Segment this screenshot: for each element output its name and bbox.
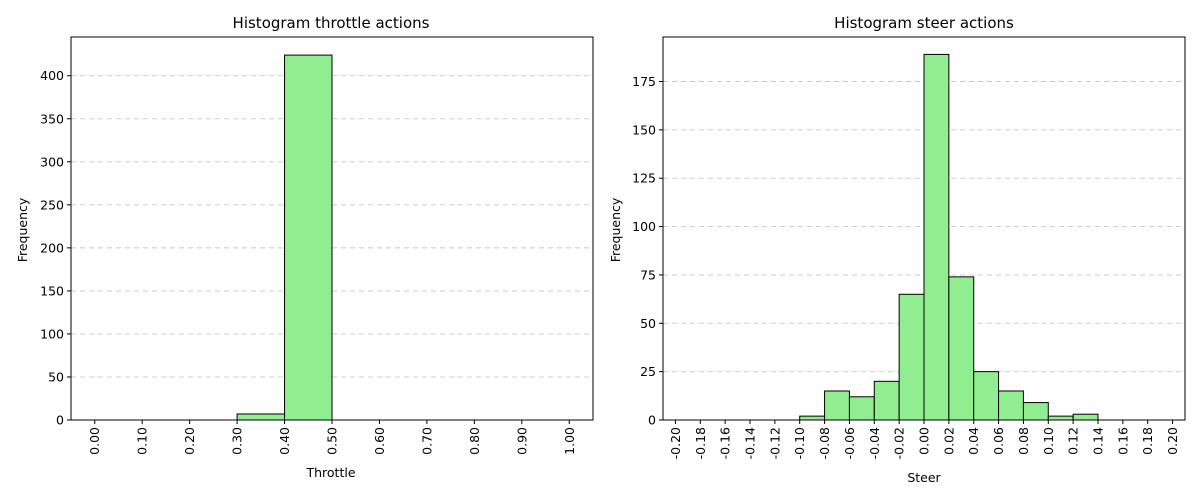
- throttle-y-tick-label: 300: [40, 154, 64, 169]
- throttle-y-tick-label: 400: [40, 68, 64, 83]
- steer-histogram-bar: [848, 396, 875, 421]
- steer-histogram-bar: [923, 53, 950, 421]
- throttle-x-tick-label: 0.90: [514, 427, 529, 455]
- throttle-x-tick-label: 0.10: [135, 427, 150, 455]
- steer-x-tick-label: 0.02: [941, 427, 956, 455]
- throttle-histogram-panel: Histogram throttle actions Throttle Freq…: [15, 14, 594, 480]
- steer-y-tick-label: 150: [632, 122, 656, 137]
- steer-histogram-bar: [998, 390, 1024, 421]
- steer-x-tick-label: -0.18: [693, 427, 708, 459]
- steer-y-axis-label: Frequency: [608, 197, 623, 262]
- throttle-x-tick-label: 0.40: [277, 427, 292, 455]
- steer-histogram-bar: [824, 390, 850, 421]
- steer-x-tick-label: -0.20: [668, 427, 683, 459]
- throttle-x-tick-label: 1.00: [562, 427, 577, 455]
- throttle-x-tick-label: 0.30: [230, 427, 245, 455]
- steer-x-tick-label: 0.06: [991, 427, 1006, 455]
- steer-histogram-bar: [973, 371, 1000, 421]
- steer-y-tick-label: 75: [640, 267, 656, 282]
- steer-histogram-bar: [898, 293, 925, 421]
- steer-x-tick-label: -0.04: [867, 427, 882, 459]
- steer-histogram-bar: [1072, 413, 1099, 421]
- throttle-y-tick-label: 350: [40, 111, 64, 126]
- throttle-x-tick-label: 0.80: [467, 427, 482, 455]
- steer-histogram-bar: [1047, 415, 1074, 421]
- steer-x-tick-label: 0.20: [1165, 427, 1180, 455]
- steer-x-tick-label: 0.14: [1091, 427, 1106, 455]
- throttle-y-tick-label: 50: [48, 369, 64, 384]
- steer-x-tick-label: -0.02: [892, 427, 907, 459]
- throttle-y-tick-label: 100: [40, 326, 64, 341]
- throttle-x-tick-label: 0.20: [182, 427, 197, 455]
- throttle-x-tick-label: 0.60: [372, 427, 387, 455]
- steer-x-tick-label: 0.00: [917, 427, 932, 455]
- steer-histogram-bar: [873, 380, 900, 421]
- throttle-y-tick-label: 0: [56, 413, 64, 428]
- throttle-x-tick-label: 0.00: [87, 427, 102, 455]
- throttle-chart-title: Histogram throttle actions: [233, 14, 430, 32]
- steer-x-tick-label: 0.08: [1016, 427, 1031, 455]
- steer-x-tick-label: -0.14: [743, 427, 758, 459]
- steer-x-tick-label: 0.16: [1115, 427, 1130, 455]
- steer-x-tick-label: -0.10: [792, 427, 807, 459]
- steer-y-tick-label: 125: [632, 171, 656, 186]
- steer-histogram-panel: Histogram steer actions Steer Frequency …: [608, 14, 1186, 485]
- steer-x-tick-label: -0.12: [767, 427, 782, 459]
- steer-x-tick-label: 0.12: [1066, 427, 1081, 455]
- throttle-y-tick-label: 250: [40, 197, 64, 212]
- throttle-histogram-bar: [236, 413, 286, 421]
- steer-x-axis-label: Steer: [907, 470, 941, 485]
- steer-y-tick-label: 175: [632, 74, 656, 89]
- steer-y-tick-label: 25: [640, 364, 656, 379]
- steer-x-tick-label: -0.06: [842, 427, 857, 459]
- steer-x-tick-label: 0.10: [1041, 427, 1056, 455]
- steer-histogram-bar: [1022, 402, 1049, 421]
- steer-x-tick-label: 0.18: [1140, 427, 1155, 455]
- throttle-x-tick-label: 0.50: [325, 427, 340, 455]
- steer-x-tick-label: -0.16: [718, 427, 733, 459]
- steer-y-tick-label: 100: [632, 219, 656, 234]
- steer-x-tick-label: 0.04: [966, 427, 981, 455]
- steer-histogram-bar: [948, 276, 975, 421]
- steer-histogram-bar: [799, 415, 826, 421]
- throttle-y-axis-label: Frequency: [15, 197, 30, 262]
- steer-chart-title: Histogram steer actions: [834, 14, 1014, 32]
- throttle-y-tick-label: 200: [40, 240, 64, 255]
- steer-y-tick-label: 50: [640, 316, 656, 331]
- throttle-histogram-bar: [284, 54, 333, 421]
- steer-x-tick-label: -0.08: [817, 427, 832, 459]
- throttle-x-axis-label: Throttle: [305, 465, 355, 480]
- throttle-y-tick-label: 150: [40, 283, 64, 298]
- steer-y-tick-label: 0: [648, 413, 656, 428]
- throttle-x-tick-label: 0.70: [419, 427, 434, 455]
